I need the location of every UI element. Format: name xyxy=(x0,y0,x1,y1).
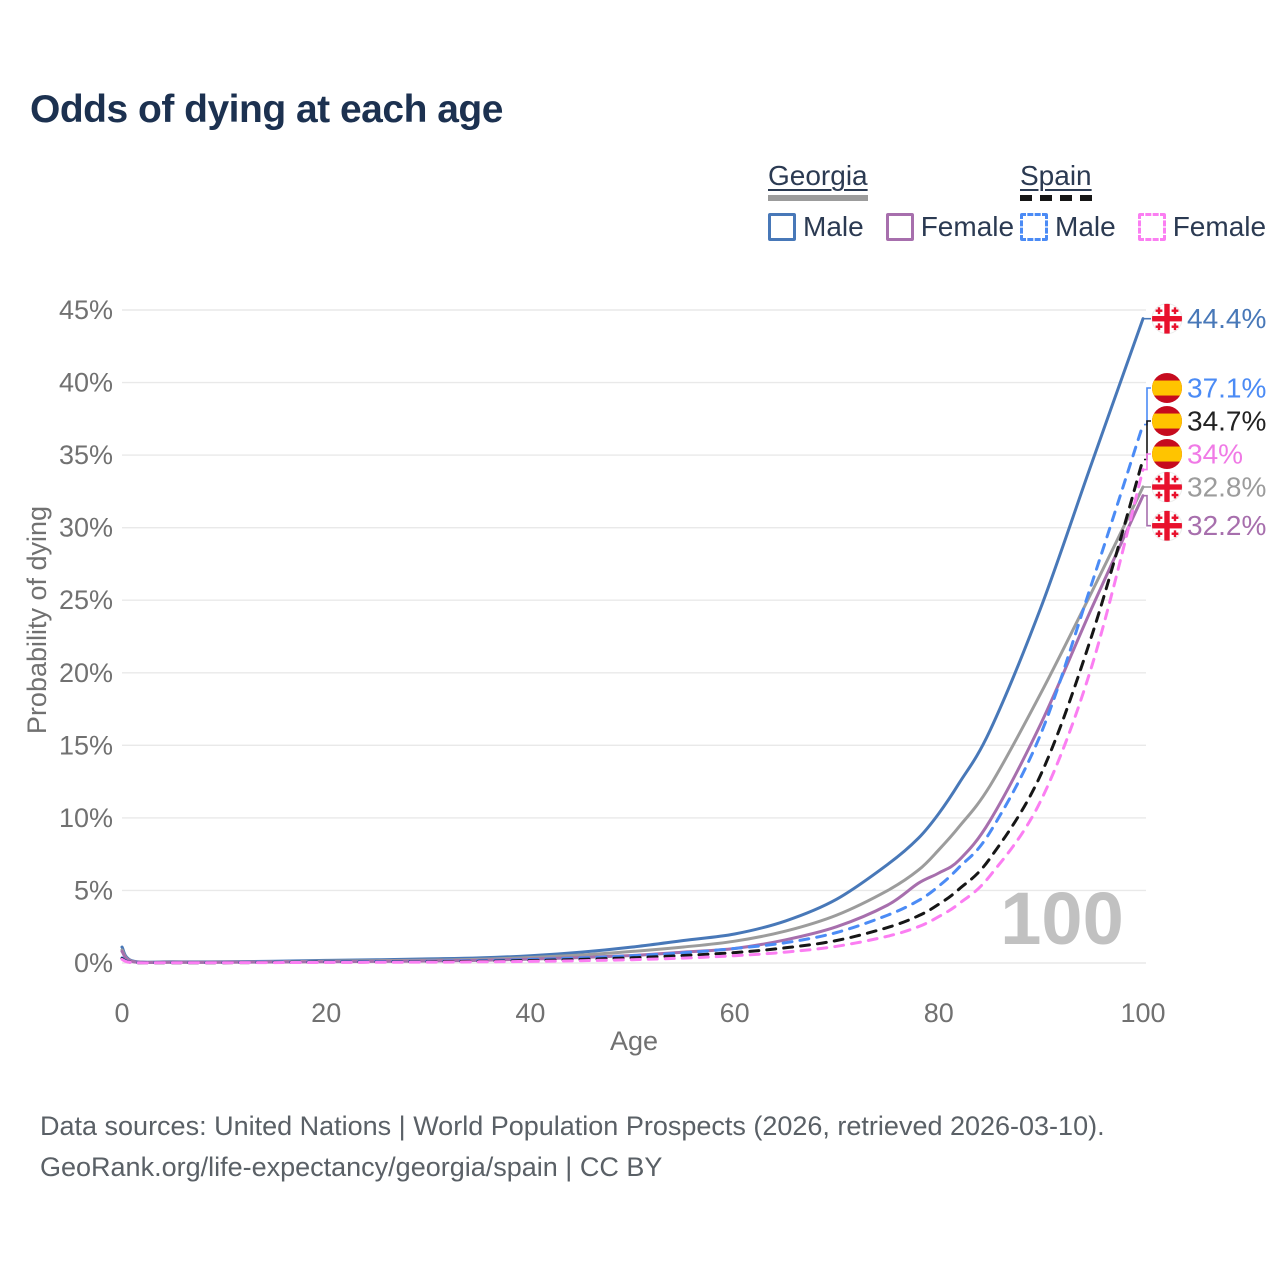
y-tick-label: 0% xyxy=(74,948,113,978)
y-tick-label: 5% xyxy=(74,875,113,905)
legend-label-spain-male: Male xyxy=(1055,211,1116,242)
flag-spain-icon xyxy=(1152,373,1182,404)
y-tick-label: 10% xyxy=(59,803,113,833)
end-label-spain-total: 34.7% xyxy=(1144,406,1266,461)
legend-label-georgia-female: Female xyxy=(920,211,1015,242)
legend-item-georgia-female[interactable]: Female xyxy=(885,211,1015,243)
x-axis-title: Age xyxy=(610,1026,658,1056)
end-label-spain-male: 37.1% xyxy=(1144,373,1266,426)
footer-sources: Data sources: United Nations | World Pop… xyxy=(40,1111,1105,1141)
hover-age-watermark: 100 xyxy=(1000,877,1123,960)
axis-labels: 0% 5% 10% 15% 20% 25% 30% 35% 40% 45% 0 20 40 60 80 100 xyxy=(59,295,1166,1028)
footer: Data sources: United Nations | World Pop… xyxy=(40,1106,1105,1188)
checkbox-spain-female[interactable] xyxy=(1137,213,1166,241)
x-tick-label: 60 xyxy=(720,998,750,1028)
legend-group-georgia: Georgia Male Female xyxy=(768,160,1036,243)
x-tick-label: 0 xyxy=(114,998,129,1028)
page-title: Odds of dying at each age xyxy=(30,88,503,131)
end-label-georgia-total: 32.8% xyxy=(1144,471,1266,503)
legend-label-georgia-male: Male xyxy=(803,211,864,242)
footer-link: GeoRank.org/life-expectancy/georgia/spai… xyxy=(40,1152,663,1182)
y-tick-label: 25% xyxy=(59,585,113,615)
x-tick-label: 20 xyxy=(311,998,341,1028)
legend-item-georgia-male[interactable]: Male xyxy=(768,211,864,243)
x-tick-label: 40 xyxy=(515,998,545,1028)
x-tick-label: 100 xyxy=(1120,998,1165,1028)
end-label-value: 32.2% xyxy=(1187,510,1266,541)
legend-country-spain[interactable]: Spain xyxy=(1020,160,1092,201)
flag-spain-icon xyxy=(1152,406,1182,437)
legend-item-spain-female[interactable]: Female xyxy=(1137,211,1267,243)
legend-spain-total-swatch xyxy=(1020,195,1092,201)
y-axis-title: Probability of dying xyxy=(22,506,52,734)
x-tick-label: 80 xyxy=(924,998,954,1028)
end-label-spain-female: 34% xyxy=(1144,439,1243,471)
end-label-value: 37.1% xyxy=(1187,373,1266,404)
end-label-value: 34% xyxy=(1187,439,1243,470)
checkbox-spain-male[interactable] xyxy=(1020,213,1048,241)
legend-label-spain-female: Female xyxy=(1172,211,1267,242)
end-label-georgia-female: 32.2% xyxy=(1144,494,1266,542)
series-line-spain-female xyxy=(120,468,1145,965)
end-label-georgia-male: 44.4% xyxy=(1144,303,1266,335)
end-label-value: 34.7% xyxy=(1187,406,1266,437)
y-tick-label: 35% xyxy=(59,440,113,470)
end-label-value: 32.8% xyxy=(1187,472,1266,503)
y-tick-label: 45% xyxy=(59,295,113,325)
checkbox-georgia-male[interactable] xyxy=(768,213,796,241)
y-tick-label: 40% xyxy=(59,368,113,398)
flag-spain-icon xyxy=(1152,439,1182,470)
legend-item-spain-male[interactable]: Male xyxy=(1020,211,1116,243)
series-lines xyxy=(120,317,1145,965)
legend-group-spain: Spain Male Female xyxy=(1020,160,1280,243)
end-labels: 44.4% 37.1%34.7%34%32.8% 32.2% xyxy=(1144,303,1266,542)
y-tick-label: 20% xyxy=(59,658,113,688)
checkbox-georgia-female[interactable] xyxy=(885,213,914,241)
legend-country-spain-label: Spain xyxy=(1020,160,1092,191)
end-label-value: 44.4% xyxy=(1187,303,1266,334)
flag-georgia-icon xyxy=(1151,510,1183,542)
legend-country-georgia[interactable]: Georgia xyxy=(768,160,868,201)
legend-georgia-total-swatch xyxy=(768,195,868,201)
legend-country-georgia-label: Georgia xyxy=(768,160,868,191)
y-tick-label: 30% xyxy=(59,513,113,543)
flag-georgia-icon xyxy=(1151,471,1183,503)
y-tick-label: 15% xyxy=(59,730,113,760)
plot-area[interactable] xyxy=(122,300,1146,964)
flag-georgia-icon xyxy=(1151,303,1183,335)
